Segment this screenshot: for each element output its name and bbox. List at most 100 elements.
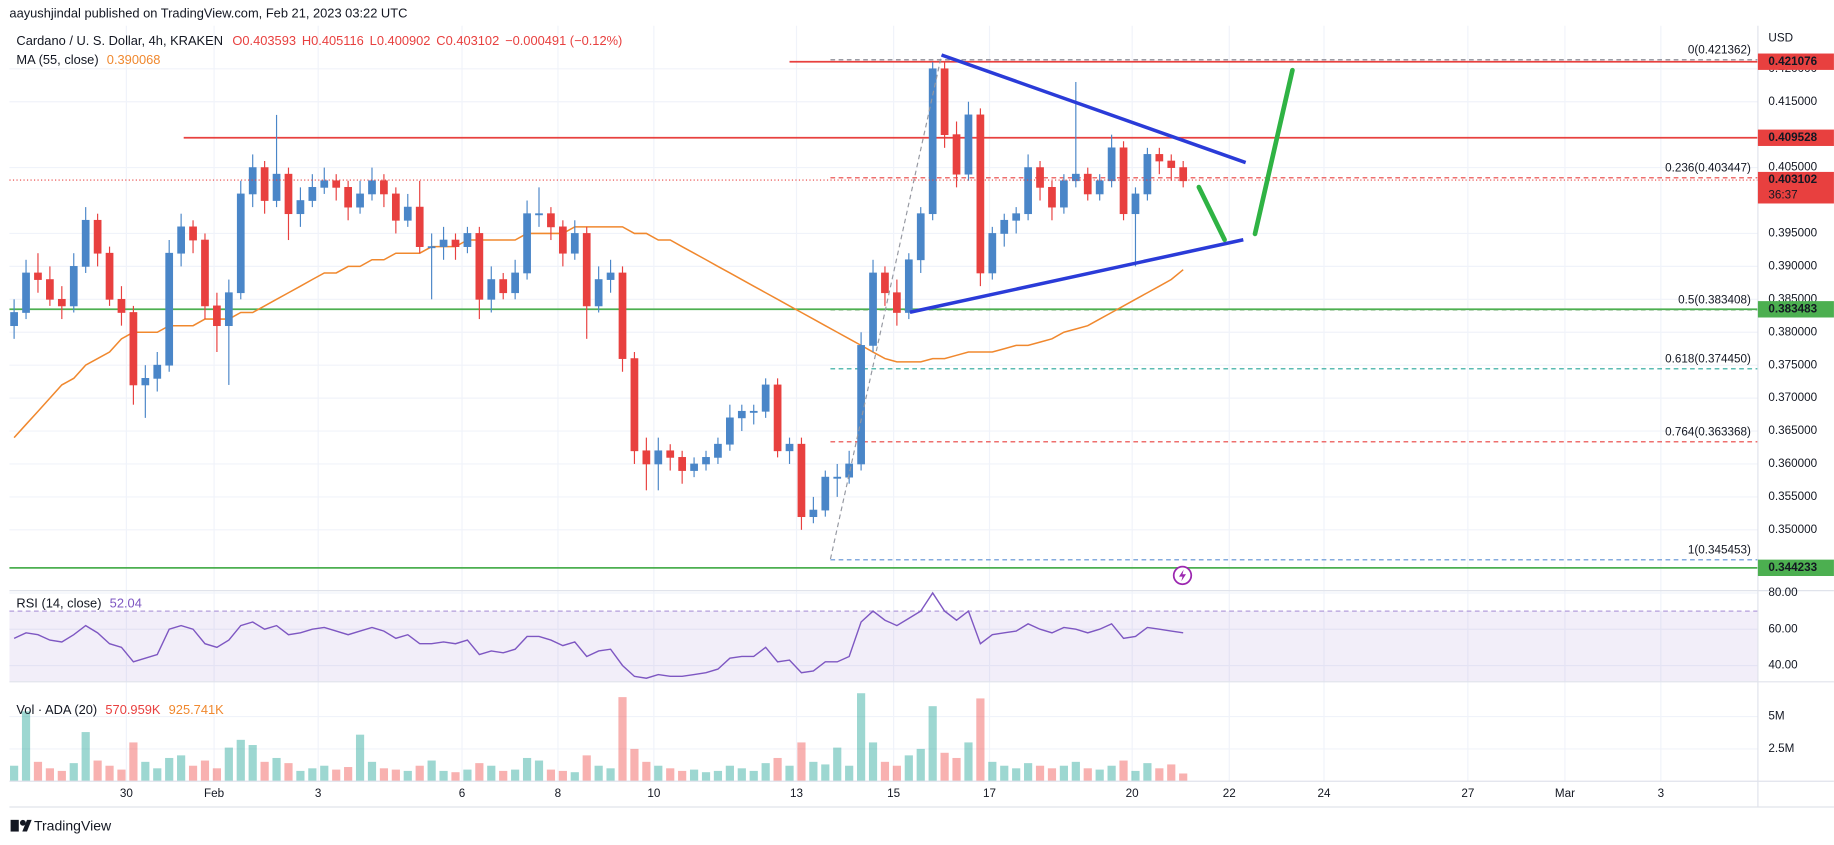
candle-body bbox=[368, 180, 376, 195]
candle-body bbox=[403, 206, 412, 221]
volume-tick-label: 5M bbox=[1768, 710, 1784, 723]
volume-bar bbox=[737, 768, 746, 782]
volume-bar bbox=[821, 764, 830, 782]
candle-body bbox=[642, 450, 651, 465]
volume-bar bbox=[964, 742, 973, 782]
candle-body bbox=[761, 384, 770, 412]
volume-bar bbox=[1000, 765, 1009, 782]
candle-body bbox=[332, 180, 341, 188]
volume-bar bbox=[224, 747, 233, 782]
x-tick-label: 13 bbox=[790, 787, 803, 800]
logo-part bbox=[10, 819, 19, 832]
candle-body bbox=[559, 226, 567, 254]
candle-body bbox=[893, 292, 901, 313]
candle-body bbox=[976, 114, 985, 274]
candle-body bbox=[630, 358, 639, 452]
volume-name: Vol · ADA (20) bbox=[16, 702, 97, 717]
volume-bar bbox=[1143, 763, 1152, 782]
candle-body bbox=[749, 410, 758, 413]
volume-bar bbox=[809, 761, 818, 782]
candle-body bbox=[988, 233, 997, 274]
volume-bar bbox=[892, 765, 901, 782]
volume-bar bbox=[522, 757, 532, 782]
candle-body bbox=[523, 213, 531, 274]
volume-bar bbox=[415, 765, 424, 782]
x-tick-label: 8 bbox=[555, 787, 562, 800]
arrow-up-leg bbox=[1252, 67, 1295, 237]
volume-bar bbox=[546, 769, 556, 782]
y-tick-label: 0.365000 bbox=[1768, 424, 1817, 437]
candle-body bbox=[296, 200, 305, 215]
volume-bar bbox=[642, 761, 651, 782]
volume-bar bbox=[212, 768, 222, 782]
y-tick-label: 0.390000 bbox=[1768, 259, 1817, 272]
candle-body bbox=[654, 450, 663, 465]
volume-bar bbox=[308, 768, 317, 782]
candle-body bbox=[940, 68, 949, 136]
ohlc-open: O0.403593 bbox=[232, 33, 296, 48]
symbol-legend: Cardano / U. S. Dollar, 4h, KRAKEN O0.403… bbox=[16, 33, 622, 48]
volume-bar bbox=[81, 732, 90, 782]
candle-body bbox=[606, 272, 615, 280]
candle-body bbox=[582, 233, 591, 307]
volume-bar bbox=[1167, 764, 1176, 782]
volume-bar bbox=[594, 765, 603, 782]
rsi-name: RSI (14, close) bbox=[16, 596, 101, 611]
volume-bar bbox=[511, 769, 520, 782]
candle-body bbox=[785, 443, 794, 452]
footer-logo[interactable]: TradingView bbox=[10, 818, 112, 834]
candle-body bbox=[821, 476, 830, 511]
fib-label: 1(0.345453) bbox=[1688, 544, 1751, 557]
price-label: 0.383483 bbox=[1768, 302, 1817, 315]
candle-body bbox=[165, 252, 174, 366]
fib-label: 0.236(0.403447) bbox=[1665, 162, 1751, 175]
volume-bar bbox=[427, 760, 436, 782]
candle-body bbox=[773, 384, 782, 452]
candle-body bbox=[690, 463, 698, 471]
volume-bar bbox=[868, 742, 878, 782]
volume-bar bbox=[177, 755, 186, 782]
volume-bar bbox=[630, 748, 639, 782]
ohlc-low: L0.400902 bbox=[370, 33, 431, 48]
volume-bar bbox=[904, 755, 913, 782]
price-label: 0.409528 bbox=[1768, 131, 1817, 144]
arrow-down-leg bbox=[1196, 184, 1227, 243]
candle-body bbox=[845, 463, 854, 478]
candle-body bbox=[881, 272, 889, 294]
volume-bar bbox=[344, 767, 353, 782]
volume-bar bbox=[654, 765, 663, 782]
candle-body bbox=[1119, 147, 1128, 215]
volume-bar bbox=[248, 745, 257, 782]
x-tick-label: 30 bbox=[120, 787, 134, 800]
candle-body bbox=[487, 279, 496, 300]
candle-body bbox=[213, 305, 221, 327]
price-label-box bbox=[1757, 53, 1834, 70]
ma-legend: MA (55, close) 0.390068 bbox=[16, 52, 160, 67]
candle-body bbox=[1155, 154, 1164, 162]
volume-ma-value: 925.741K bbox=[169, 702, 224, 717]
volume-bar bbox=[451, 772, 460, 782]
candle-body bbox=[511, 272, 520, 294]
x-tick-label: 27 bbox=[1461, 787, 1474, 800]
x-tick-label: 20 bbox=[1126, 787, 1140, 800]
candle-body bbox=[356, 193, 364, 208]
candle-body bbox=[57, 298, 66, 307]
x-tick-label: 17 bbox=[983, 787, 996, 800]
candle-body bbox=[427, 246, 436, 249]
volume-bar bbox=[845, 765, 854, 782]
volume-bar bbox=[701, 772, 711, 782]
fib-label: 0.764(0.363368) bbox=[1665, 426, 1751, 439]
x-tick-label: Feb bbox=[204, 787, 225, 800]
candle-body bbox=[1036, 167, 1044, 188]
volume-bar bbox=[69, 763, 78, 782]
volume-bar bbox=[940, 752, 949, 782]
ma-name: MA (55, close) bbox=[16, 52, 98, 67]
candle-body bbox=[439, 239, 448, 247]
candle-body bbox=[129, 312, 138, 386]
candle-body bbox=[248, 167, 257, 195]
volume-bar bbox=[284, 763, 293, 782]
volume-value: 570.959K bbox=[105, 702, 160, 717]
rsi-tick-label: 40.00 bbox=[1768, 659, 1798, 672]
volume-bar bbox=[188, 765, 198, 782]
